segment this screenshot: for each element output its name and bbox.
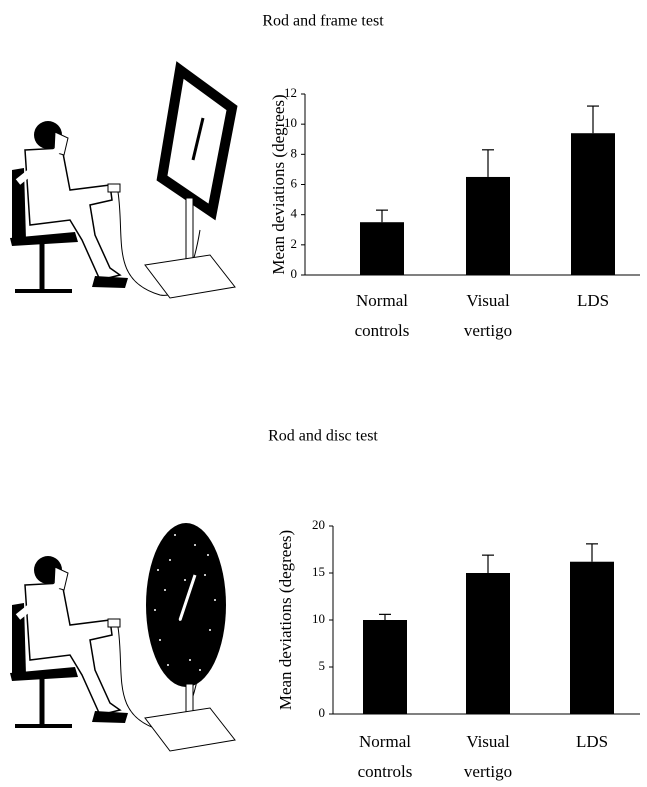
illustration-rod-frame xyxy=(10,70,235,298)
bar xyxy=(360,222,404,275)
y-tick-label: 6 xyxy=(291,175,298,190)
bar xyxy=(363,620,407,714)
y-tick-label: 8 xyxy=(291,145,298,160)
y-tick-label: 20 xyxy=(312,517,325,532)
x-tick-label: Normal controls xyxy=(350,727,420,787)
error-bar xyxy=(482,150,494,177)
y-tick-label: 2 xyxy=(291,236,298,251)
bar xyxy=(571,133,615,275)
y-tick-label: 0 xyxy=(291,266,298,281)
y-tick-label: 0 xyxy=(319,705,326,720)
bar xyxy=(570,562,614,714)
error-bar xyxy=(376,210,388,222)
bar xyxy=(466,573,510,714)
chart: Rod and frame test Mean deviations (degre… xyxy=(0,0,647,782)
y-tick-label: 5 xyxy=(319,658,326,673)
error-bar xyxy=(587,106,599,133)
bar xyxy=(466,177,510,275)
figure: Rod and frame test Mean deviations (degre… xyxy=(0,0,647,782)
x-tick-label: Normal controls xyxy=(347,286,417,346)
y-tick-label: 10 xyxy=(312,611,325,626)
x-tick-label: LDS xyxy=(558,286,628,316)
y-tick-label: 4 xyxy=(291,206,298,221)
x-tick-label: Visual vertigo xyxy=(453,727,523,787)
error-bar xyxy=(379,614,391,620)
illustration-rod-disc xyxy=(10,523,235,751)
y-tick-label: 12 xyxy=(284,85,297,100)
x-tick-label: LDS xyxy=(557,727,627,757)
error-bar xyxy=(586,544,598,562)
chart-title: Rod and disc test xyxy=(268,428,378,445)
y-axis-label: Mean deviations (degrees) xyxy=(276,530,295,710)
chart-title: Rod and frame test xyxy=(262,13,384,30)
x-tick-label: Visual vertigo xyxy=(453,286,523,346)
error-bar xyxy=(482,555,494,573)
y-tick-label: 10 xyxy=(284,115,297,130)
y-tick-label: 15 xyxy=(312,564,325,579)
